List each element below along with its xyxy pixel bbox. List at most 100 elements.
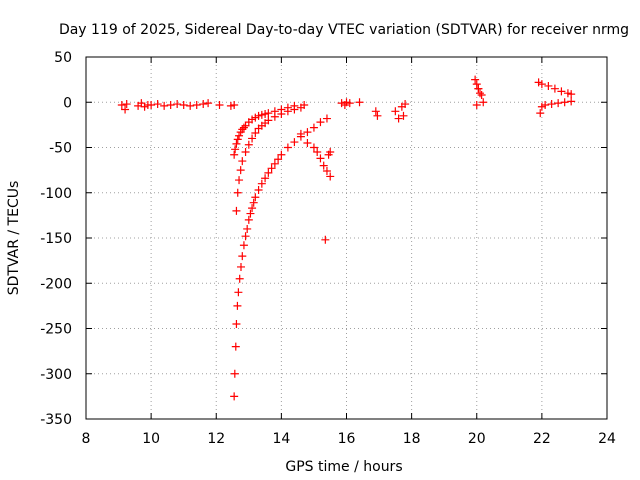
- data-point: [235, 176, 244, 185]
- data-point: [355, 98, 364, 107]
- axis-ticks: [85, 56, 608, 420]
- data-point: [230, 100, 239, 109]
- data-point: [326, 172, 335, 181]
- data-point: [557, 87, 566, 96]
- data-point: [319, 161, 328, 170]
- data-point: [233, 301, 242, 310]
- data-point: [474, 84, 483, 93]
- data-point: [204, 99, 213, 108]
- y-tick-label: -50: [49, 141, 72, 157]
- data-point: [251, 193, 260, 202]
- data-point: [345, 99, 354, 108]
- data-point: [264, 168, 273, 177]
- x-tick-label: 12: [207, 431, 225, 447]
- data-point: [166, 100, 175, 109]
- data-point: [554, 99, 563, 108]
- data-point: [270, 159, 279, 168]
- data-point: [477, 91, 486, 100]
- data-point: [241, 232, 250, 241]
- x-tick-label: 24: [598, 431, 616, 447]
- y-axis-title: SDTVAR / TECUs: [6, 181, 22, 296]
- data-point: [147, 100, 156, 109]
- y-tick-label: -150: [40, 231, 72, 247]
- data-point: [231, 145, 240, 154]
- data-point: [160, 101, 169, 110]
- data-point: [246, 209, 255, 218]
- data-point: [264, 116, 273, 125]
- data-point: [238, 157, 247, 166]
- data-point: [173, 100, 182, 109]
- data-point: [300, 100, 309, 109]
- data-point: [270, 112, 279, 121]
- x-axis-title: GPS time / hours: [285, 459, 402, 475]
- data-point: [248, 134, 257, 143]
- data-point: [232, 206, 241, 215]
- y-tick-label: -200: [40, 276, 72, 292]
- data-point: [254, 186, 263, 195]
- y-tick-label: -100: [40, 186, 72, 202]
- y-tick-label: -300: [40, 367, 72, 383]
- data-point: [179, 100, 188, 109]
- data-point: [296, 129, 305, 138]
- data-point: [244, 140, 253, 149]
- data-point: [472, 100, 481, 109]
- data-point: [303, 128, 312, 137]
- data-point: [567, 90, 576, 99]
- data-point: [479, 98, 488, 107]
- data-point: [235, 131, 244, 140]
- data-point: [235, 274, 244, 283]
- data-point: [248, 204, 257, 213]
- data-point: [267, 164, 276, 173]
- data-point: [231, 342, 240, 351]
- data-point: [234, 288, 243, 297]
- x-tick-label: 10: [142, 431, 160, 447]
- data-point: [192, 100, 201, 109]
- data-point: [251, 129, 260, 138]
- data-point: [153, 100, 162, 109]
- x-tick-label: 18: [403, 431, 421, 447]
- y-tick-label: 0: [63, 95, 72, 111]
- x-tick-label: 16: [338, 431, 356, 447]
- data-point: [550, 84, 559, 93]
- y-tick-label: -350: [40, 412, 72, 428]
- data-point: [283, 107, 292, 116]
- data-point: [186, 101, 195, 110]
- data-point: [283, 143, 292, 152]
- data-point: [122, 100, 131, 109]
- x-tick-label: 22: [533, 431, 551, 447]
- data-point: [537, 80, 546, 89]
- data-point: [233, 188, 242, 197]
- data-point: [243, 224, 252, 233]
- data-point: [471, 75, 480, 84]
- data-point: [541, 100, 550, 109]
- data-point: [236, 166, 245, 175]
- data-point: [322, 114, 331, 123]
- x-tick-label: 14: [272, 431, 290, 447]
- grid-lines: [86, 57, 607, 419]
- data-point: [391, 107, 400, 116]
- data-point: [476, 89, 485, 98]
- data-point: [117, 100, 126, 109]
- data-point: [257, 179, 266, 188]
- data-point: [236, 262, 245, 271]
- y-tick-label: 50: [54, 50, 72, 66]
- data-point: [560, 98, 569, 107]
- data-point: [239, 123, 248, 132]
- data-point: [239, 241, 248, 250]
- data-point: [544, 81, 553, 90]
- x-tick-label: 20: [468, 431, 486, 447]
- chart-title: Day 119 of 2025, Sidereal Day-to-day VTE…: [59, 22, 629, 38]
- data-point: [472, 80, 481, 89]
- x-tick-label: 8: [82, 431, 91, 447]
- data-point: [322, 167, 331, 176]
- data-point: [309, 123, 318, 132]
- data-point: [199, 100, 208, 109]
- data-point: [394, 114, 403, 123]
- data-point: [321, 235, 330, 244]
- data-point: [232, 139, 241, 148]
- data-point: [536, 109, 545, 118]
- data-point: [316, 118, 325, 127]
- data-points: [117, 75, 576, 401]
- data-point: [373, 111, 382, 120]
